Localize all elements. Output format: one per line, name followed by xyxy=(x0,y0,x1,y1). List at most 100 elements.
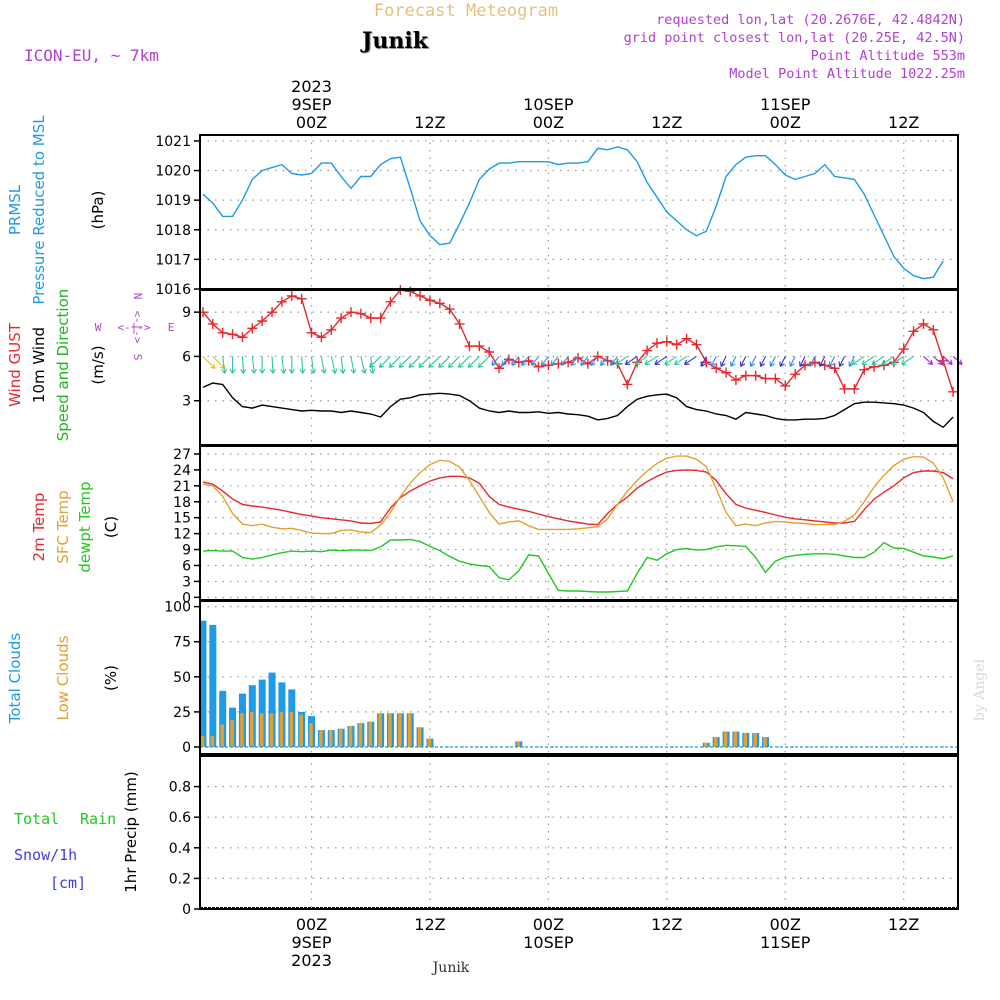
model-altitude: Model Point Altitude 1022.25m xyxy=(729,66,965,82)
wind-arrow xyxy=(378,356,391,368)
y-tick-label: 0 xyxy=(182,590,191,606)
y-tick-label: 1018 xyxy=(155,223,191,239)
series-dewpt-temp xyxy=(202,538,954,593)
gust-point xyxy=(415,290,426,301)
low-cloud-bar xyxy=(763,737,767,747)
wind-arrow xyxy=(280,356,287,374)
gust-point xyxy=(632,357,643,368)
wind-arrow xyxy=(259,356,266,374)
wind-arrow xyxy=(570,356,579,366)
panel-label-temp: dewpt Temp xyxy=(76,481,94,572)
panel-label-clouds: (%) xyxy=(102,665,120,691)
wind-arrow xyxy=(560,356,569,366)
gust-point xyxy=(829,363,840,374)
wind-arrow xyxy=(457,356,470,368)
gust-point xyxy=(217,327,228,338)
gust-point xyxy=(780,380,791,391)
gust-point xyxy=(642,345,653,356)
precip-label-snow: Snow/1h xyxy=(14,846,77,864)
compass-e: E xyxy=(168,321,175,334)
model-label: ICON-EU, ~ 7km xyxy=(24,46,159,65)
wind-arrow xyxy=(923,356,933,365)
panel-frame-precip xyxy=(199,755,959,910)
gust-point xyxy=(405,286,416,297)
wind-arrow xyxy=(720,356,727,367)
series-10m-wind xyxy=(202,382,954,429)
wind-arrow xyxy=(828,356,836,367)
low-cloud-bar xyxy=(309,723,313,747)
y-tick-label: 27 xyxy=(173,447,191,463)
wind-arrow xyxy=(654,355,668,365)
panel-label-temp: (C) xyxy=(102,516,120,538)
time-label-top: 12Z xyxy=(414,113,445,132)
panel-frame-clouds xyxy=(199,600,959,755)
wind-arrow xyxy=(530,356,539,366)
y-tick-label: 24 xyxy=(173,463,191,479)
y-tick-label: 75 xyxy=(173,635,191,651)
low-cloud-bar xyxy=(753,732,757,747)
panel-label-temp: SFC Temp xyxy=(54,490,72,563)
panel-label-clouds: Total Clouds xyxy=(6,633,24,725)
wind-arrow xyxy=(580,356,589,366)
wind-arrow xyxy=(674,355,687,365)
y-tick-label: 3 xyxy=(182,574,191,590)
total-cloud-bar xyxy=(199,620,207,747)
low-cloud-bar xyxy=(704,742,708,747)
wind-arrow xyxy=(320,356,327,374)
panel-label-wind: 10m Wind xyxy=(30,327,48,403)
low-cloud-bar xyxy=(407,713,412,747)
compass-w: W xyxy=(95,321,102,334)
series-2m-temp xyxy=(202,469,954,526)
low-cloud-bar xyxy=(220,724,224,747)
wind-arrow xyxy=(330,356,338,374)
gust-point xyxy=(573,352,584,363)
wind-arrow xyxy=(891,355,905,365)
wind-arrow xyxy=(521,356,530,366)
wind-arrow xyxy=(779,356,786,367)
wind-arrow xyxy=(388,356,401,368)
gust-point xyxy=(336,313,347,324)
y-tick-label: 21 xyxy=(173,479,191,495)
gust-point xyxy=(750,370,761,381)
y-tick-label: 6 xyxy=(182,558,191,574)
low-cloud-bar xyxy=(329,730,333,747)
grid-point: grid point closest lon,lat (20.25E, 42.5… xyxy=(624,30,965,46)
gust-point xyxy=(651,338,662,349)
time-label-bottom: 12Z xyxy=(414,915,445,934)
gust-point xyxy=(464,341,475,352)
wind-arrow xyxy=(360,356,367,374)
gust-point xyxy=(533,361,544,372)
gust-point xyxy=(454,318,465,329)
panel-label-wind: Wind GUST xyxy=(6,322,24,407)
time-label-bottom: 11SEP xyxy=(760,933,811,952)
wind-arrow xyxy=(250,356,257,374)
gust-point xyxy=(770,373,781,384)
wind-arrow xyxy=(739,356,747,367)
wind-arrow xyxy=(418,356,431,368)
low-cloud-bar xyxy=(269,713,274,747)
wind-arrow xyxy=(240,356,247,374)
wind-arrow xyxy=(398,356,411,368)
wind-arrow xyxy=(861,355,875,365)
gust-point xyxy=(938,355,949,366)
y-tick-label: 100 xyxy=(164,600,191,616)
point-altitude: Point Altitude 553m xyxy=(811,48,965,64)
wind-arrow xyxy=(408,356,421,368)
time-label-top: 11SEP xyxy=(760,95,811,114)
wind-arrow xyxy=(350,356,357,374)
gust-point xyxy=(237,332,248,343)
y-tick-label: 1020 xyxy=(155,164,191,180)
wind-arrow xyxy=(477,356,490,368)
wind-arrow xyxy=(369,356,382,368)
gust-point xyxy=(888,357,899,368)
wind-arrow xyxy=(600,356,609,366)
gust-point xyxy=(365,313,376,324)
y-tick-label: 0.6 xyxy=(169,810,191,826)
low-cloud-bar xyxy=(210,735,215,747)
gust-point xyxy=(849,383,860,394)
gust-point xyxy=(681,333,692,344)
wind-arrow xyxy=(932,356,943,365)
wind-arrow xyxy=(700,356,707,367)
y-tick-label: 25 xyxy=(173,705,191,721)
